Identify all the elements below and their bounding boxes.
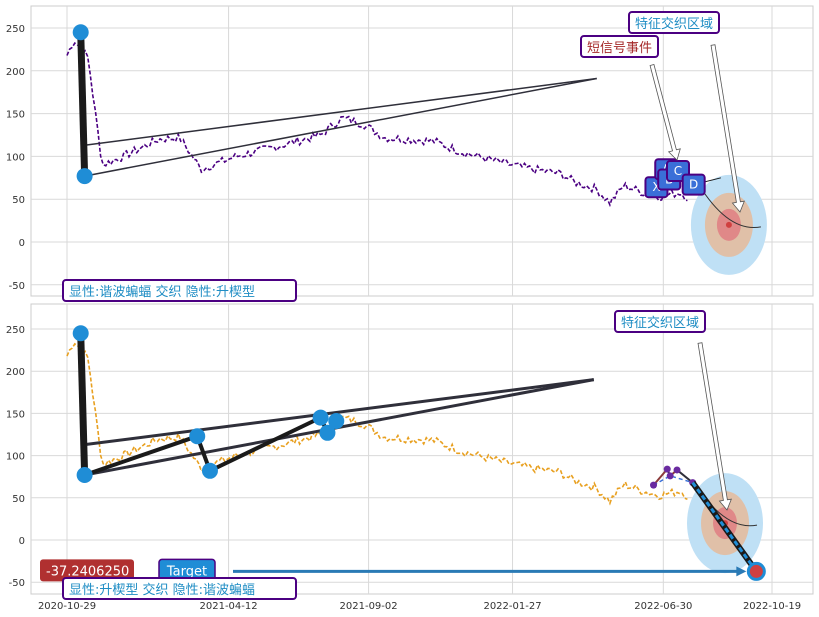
bottom-pattern-point	[673, 466, 681, 474]
bottom-pattern-point	[663, 465, 671, 473]
bottom-anchor-point	[328, 412, 345, 429]
top-trend-line-1	[84, 77, 597, 177]
bottom-y-tick-label: 150	[6, 409, 25, 420]
top-y-tick-label: 200	[6, 67, 25, 78]
x-tick-label: 2021-09-02	[340, 601, 398, 612]
bottom-pattern-annotation-text: 显性:升楔型 交织 隐性:谐波蝙蝠	[69, 582, 255, 598]
bottom-y-tick-label: 250	[6, 325, 25, 336]
bottom-target-arrowhead	[736, 566, 747, 577]
top-plot-area	[30, 5, 814, 297]
top-trend-line-0	[84, 77, 597, 147]
bottom-trend-line-0	[84, 378, 594, 447]
bottom-price-series	[66, 342, 688, 506]
x-tick-label: 2022-01-27	[483, 601, 541, 612]
bottom-target-point	[746, 561, 766, 581]
bottom-anchor-point	[76, 467, 93, 484]
top-region-arrow	[710, 44, 745, 213]
top-pattern-annotation-text: 显性:谐波蝙蝠 交织 隐性:升楔型	[69, 284, 255, 300]
top-anchor-point	[76, 168, 93, 185]
bottom-y-tick-label: 200	[6, 367, 25, 378]
bottom-y-tick-label: 0	[19, 536, 25, 547]
top-y-tick-label: 100	[6, 152, 25, 163]
bottom-zigzag-segment	[83, 434, 198, 477]
top-pattern-annotation: 显性:谐波蝙蝠 交织 隐性:升楔型	[62, 279, 297, 302]
top-zigzag-segment	[77, 32, 89, 177]
top-y-tick-label: 50	[12, 195, 25, 206]
bottom-target-label-badge: Target	[158, 558, 216, 583]
top-signal-arrow	[649, 64, 681, 161]
bottom-target-value-text: -37.2406250	[46, 564, 129, 579]
bottom-anchor-point	[312, 409, 329, 426]
bottom-pattern-point	[650, 481, 658, 489]
top-signal-annotation-text: 短信号事件	[587, 41, 652, 56]
bottom-anchor-point	[72, 325, 89, 342]
top-xabcd-label: X	[652, 180, 660, 194]
top-price-series	[66, 41, 688, 208]
bottom-anchor-point	[319, 424, 336, 441]
top-xabcd-point-D: D	[681, 173, 706, 196]
top-y-tick-label: -50	[9, 281, 25, 292]
x-tick-label: 2022-10-19	[743, 601, 801, 612]
x-tick-label: 2020-10-29	[38, 601, 96, 612]
bottom-pattern-annotation: 显性:升楔型 交织 隐性:谐波蝙蝠	[62, 577, 297, 600]
top-anchor-point	[72, 24, 89, 41]
bottom-panel: -50 0 50 100 150 200 250 -37.2406250 Target 特征交织区…	[6, 303, 814, 612]
top-panel: -50050100150200250XABCD特征交织区域短信号事件显性:谐波蝙…	[6, 5, 814, 302]
bottom-zigzag-segment	[209, 415, 322, 473]
top-target-zone-center	[725, 221, 732, 228]
top-xabcd-label: C	[674, 164, 682, 178]
bottom-region-annotation-text: 特征交织区域	[621, 315, 699, 331]
bottom-target-label-text: Target	[166, 564, 207, 579]
top-xabcd-label: D	[689, 178, 698, 192]
bottom-anchor-point	[201, 462, 218, 479]
x-tick-label: 2021-04-12	[200, 601, 258, 612]
top-signal-annotation: 短信号事件	[580, 35, 659, 58]
top-y-tick-label: 0	[19, 238, 25, 249]
bottom-anchor-point	[189, 428, 206, 445]
bottom-pattern-segment	[652, 468, 668, 486]
bottom-pattern-point	[666, 472, 674, 480]
bottom-region-arrow	[697, 342, 732, 511]
top-region-annotation-text: 特征交织区域	[635, 16, 713, 32]
bottom-y-tick-label: 100	[6, 452, 25, 463]
x-tick-label: 2022-06-30	[634, 601, 692, 612]
bottom-y-tick-label: -50	[9, 578, 25, 589]
top-y-tick-label: 150	[6, 110, 25, 121]
top-y-tick-label: 250	[6, 24, 25, 35]
bottom-region-annotation: 特征交织区域	[614, 310, 706, 333]
bottom-zigzag-segment	[77, 333, 89, 476]
bottom-projection-line	[691, 481, 758, 573]
bottom-target-value-badge: -37.2406250	[40, 559, 134, 582]
top-region-annotation: 特征交织区域	[628, 11, 720, 34]
bottom-y-tick-label: 50	[12, 494, 25, 505]
